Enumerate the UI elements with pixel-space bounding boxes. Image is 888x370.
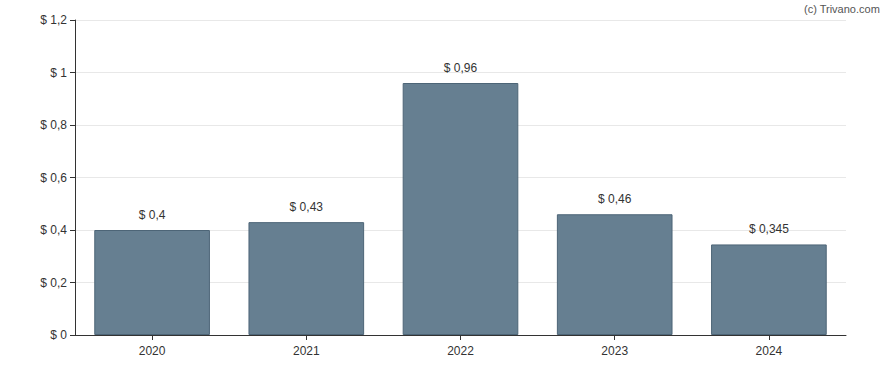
svg-text:$ 0: $ 0 [50,328,67,342]
svg-text:$ 0,43: $ 0,43 [290,200,324,214]
svg-text:(c) Trivano.com: (c) Trivano.com [804,3,880,15]
svg-text:2021: 2021 [293,344,320,358]
svg-text:$ 0,6: $ 0,6 [40,171,67,185]
svg-text:$ 0,96: $ 0,96 [444,61,478,75]
svg-text:2024: 2024 [756,344,783,358]
svg-text:$ 0,2: $ 0,2 [40,276,67,290]
svg-text:$ 0,4: $ 0,4 [40,223,67,237]
svg-text:2022: 2022 [447,344,474,358]
svg-text:$ 1: $ 1 [50,66,67,80]
svg-text:$ 0,46: $ 0,46 [598,192,632,206]
svg-text:$ 0,345: $ 0,345 [749,222,789,236]
svg-text:2023: 2023 [601,344,628,358]
svg-text:$ 0,8: $ 0,8 [40,118,67,132]
svg-text:2020: 2020 [139,344,166,358]
svg-text:$ 1,2: $ 1,2 [40,13,67,27]
svg-text:$ 0,4: $ 0,4 [139,208,166,222]
